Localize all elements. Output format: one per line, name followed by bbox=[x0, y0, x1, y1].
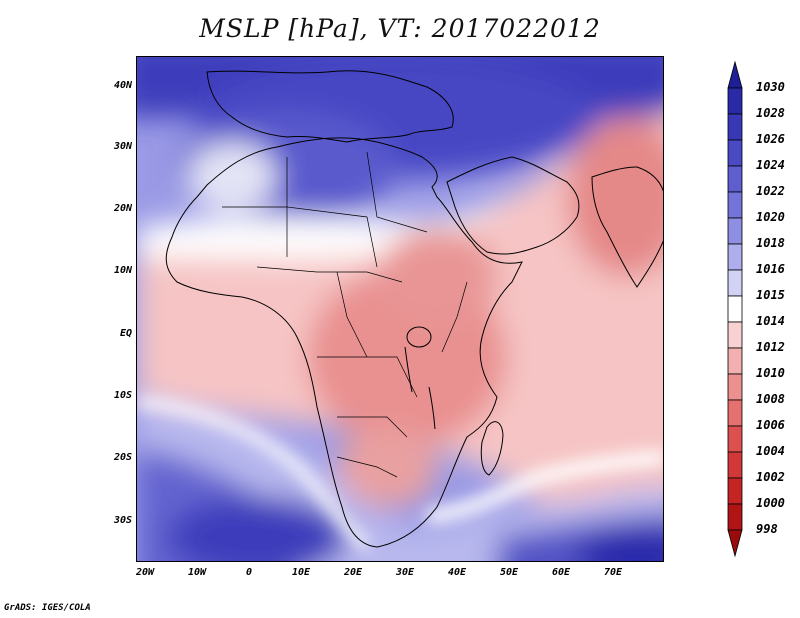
colorbar-label: 1015 bbox=[756, 288, 785, 302]
colorbar-arrow-bottom bbox=[727, 529, 743, 558]
colorbar-segment bbox=[727, 217, 743, 245]
colorbar-label: 1020 bbox=[756, 210, 785, 224]
lon-label-50e: 50E bbox=[499, 567, 519, 578]
lat-label-30n: 30N bbox=[113, 141, 132, 152]
colorbar-label: 1000 bbox=[756, 496, 785, 510]
lat-label-eq: EQ bbox=[119, 328, 132, 339]
coastlines bbox=[165, 70, 663, 548]
lon-label-20w: 20W bbox=[135, 567, 155, 578]
lat-label-10n: 10N bbox=[113, 265, 132, 276]
india-coast bbox=[591, 166, 663, 288]
map-title: MSLP [hPa], VT: 2017022012 bbox=[199, 14, 601, 43]
border-congo bbox=[317, 356, 418, 398]
lat-label-40n: 40N bbox=[113, 80, 132, 91]
lat-label-20n: 20N bbox=[113, 203, 132, 214]
colorbar-segment bbox=[727, 373, 743, 401]
colorbar-label: 1022 bbox=[756, 184, 785, 198]
border-libya-egypt bbox=[366, 151, 428, 233]
colorbar-label: 1030 bbox=[756, 80, 785, 94]
pressure-field bbox=[137, 57, 663, 561]
colorbar bbox=[727, 60, 743, 558]
colorbar-segment bbox=[727, 165, 743, 193]
colorbar-label: 1028 bbox=[756, 106, 785, 120]
colorbar-segment bbox=[727, 295, 743, 323]
lake-malawi bbox=[428, 386, 436, 430]
border-southern bbox=[336, 456, 398, 478]
grads-credit: GrADS: IGES/COLA bbox=[4, 603, 91, 613]
border-south-central bbox=[337, 416, 408, 438]
colorbar-segment bbox=[727, 269, 743, 297]
country-borders bbox=[222, 151, 468, 478]
colorbar-label: 1026 bbox=[756, 132, 785, 146]
colorbar-segment bbox=[727, 399, 743, 427]
colorbar-segment bbox=[727, 451, 743, 479]
colorbar-label: 1002 bbox=[756, 470, 785, 484]
colorbar-segment bbox=[727, 347, 743, 375]
colorbar-segment bbox=[727, 87, 743, 115]
colorbar-label: 1016 bbox=[756, 262, 785, 276]
colorbar-label: 1014 bbox=[756, 314, 785, 328]
lon-label-60e: 60E bbox=[551, 567, 571, 578]
colorbar-label: 1010 bbox=[756, 366, 785, 380]
lon-label-0: 0 bbox=[245, 567, 253, 578]
border-central bbox=[336, 271, 368, 358]
colorbar-label: 1006 bbox=[756, 418, 785, 432]
colorbar-label: 1004 bbox=[756, 444, 785, 458]
europe-coast bbox=[206, 70, 454, 143]
colorbar-segment bbox=[727, 503, 743, 531]
colorbar-label: 1018 bbox=[756, 236, 785, 250]
map-panel bbox=[136, 56, 664, 562]
colorbar-segment bbox=[727, 425, 743, 453]
colorbar-segment bbox=[727, 139, 743, 167]
colorbar-label: 1008 bbox=[756, 392, 785, 406]
colorbar-segment bbox=[727, 321, 743, 349]
arabia-coast bbox=[446, 156, 580, 255]
colorbar-arrow-top bbox=[727, 60, 743, 89]
lon-label-10e: 10E bbox=[291, 567, 311, 578]
africa-coast bbox=[165, 137, 523, 548]
colorbar-label: 1012 bbox=[756, 340, 785, 354]
border-horn bbox=[441, 281, 468, 353]
lat-label-10s: 10S bbox=[113, 390, 132, 401]
madagascar-coast bbox=[480, 421, 504, 476]
lon-label-10w: 10W bbox=[187, 567, 207, 578]
lat-label-30s: 30S bbox=[113, 515, 132, 526]
border-sahel bbox=[256, 266, 403, 283]
colorbar-segment bbox=[727, 243, 743, 271]
border-sahara bbox=[286, 157, 378, 268]
colorbar-label: 1024 bbox=[756, 158, 785, 172]
colorbar-segment bbox=[727, 191, 743, 219]
lon-label-20e: 20E bbox=[343, 567, 363, 578]
lake-victoria bbox=[406, 326, 432, 348]
lon-label-40e: 40E bbox=[447, 567, 467, 578]
colorbar-label: 998 bbox=[756, 522, 778, 536]
colorbar-segment bbox=[727, 113, 743, 141]
colorbar-segment bbox=[727, 477, 743, 505]
lat-label-20s: 20S bbox=[113, 452, 132, 463]
lon-label-30e: 30E bbox=[395, 567, 415, 578]
lon-label-70e: 70E bbox=[603, 567, 623, 578]
lake-tanganyika bbox=[404, 346, 413, 393]
